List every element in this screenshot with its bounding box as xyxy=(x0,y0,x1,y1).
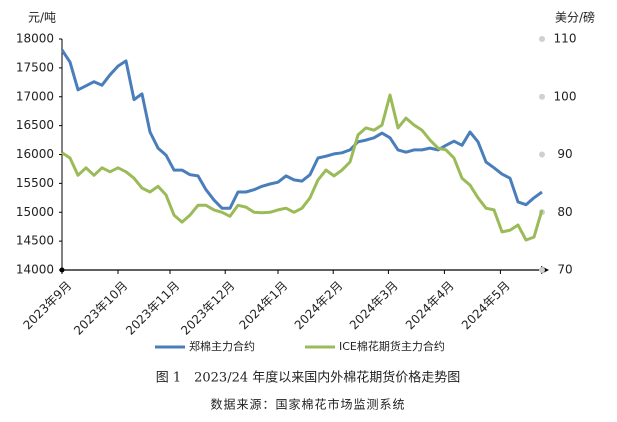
legend-label: 郑棉主力合约 xyxy=(189,339,255,353)
source: 数据来源：国家棉花市场监测系统 xyxy=(210,397,405,412)
y2-tick-label: 90 xyxy=(557,147,572,161)
y2-tick-label: 110 xyxy=(554,32,577,46)
y-tick-label: 15000 xyxy=(16,205,54,219)
x-tick-label: 2024年1月 xyxy=(236,278,290,332)
y2-axis-label: 美分/磅 xyxy=(555,10,595,25)
y-axis-label: 元/吨 xyxy=(28,11,56,25)
y2-tick-label: 100 xyxy=(554,89,577,103)
y2-tick xyxy=(539,267,545,273)
y-tick-label: 15500 xyxy=(16,176,54,190)
x-tick-label: 2024年3月 xyxy=(347,278,401,332)
y2-tick xyxy=(539,36,545,42)
y-tick-label: 18000 xyxy=(16,32,54,46)
x-tick-label: 2023年10月 xyxy=(71,278,130,337)
series-line xyxy=(60,49,543,210)
x-tick-label: 2024年4月 xyxy=(403,278,457,332)
y-tick-label: 16500 xyxy=(16,118,54,132)
y-tick-label: 14500 xyxy=(16,234,54,248)
y-tick-label: 17500 xyxy=(16,60,54,74)
x-tick-label: 2023年11月 xyxy=(123,278,182,337)
y-tick-label: 14000 xyxy=(16,263,54,277)
x-tick-label: 2024年5月 xyxy=(459,278,513,332)
y2-tick xyxy=(539,151,545,158)
y2-tick-label: 80 xyxy=(557,205,572,219)
y-tick-label: 16000 xyxy=(16,147,54,161)
legend-label: ICE棉花期货主力合约 xyxy=(339,339,445,353)
x-tick-label: 2023年9月 xyxy=(20,278,74,332)
caption: 图 1 2023/24 年度以来国内外棉花期货价格走势图 xyxy=(156,370,461,386)
y2-tick-label: 70 xyxy=(557,263,572,277)
x-tick-label: 2024年2月 xyxy=(292,278,346,332)
x-tick-label: 2023年12月 xyxy=(178,278,237,337)
y-tick-label: 17000 xyxy=(16,89,54,103)
series-line xyxy=(61,93,544,242)
y2-tick xyxy=(539,93,545,100)
